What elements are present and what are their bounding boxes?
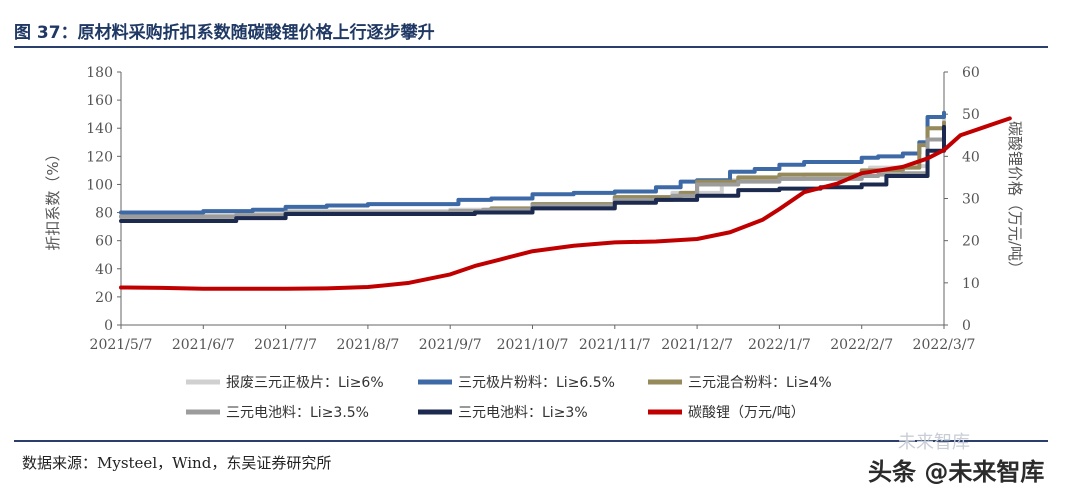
series-line-6	[119, 116, 1012, 291]
legend-label-5: 三元电池料：Li≥3%	[458, 405, 588, 421]
right-axis-title: 碳酸锂价格（万元/吨）	[1006, 121, 1024, 276]
chart: 0 20 40 60 80 100 120 140 160 180 0 10 20 30 40 50 60 202…	[44, 65, 1024, 421]
right-tick-label: 60	[962, 65, 980, 81]
left-tick-label: 120	[86, 149, 113, 165]
x-tick-label: 2021/12/7	[661, 337, 733, 353]
left-tick-label: 60	[95, 234, 113, 250]
legend-label-3: 三元混合粉料：Li≥4%	[688, 375, 832, 391]
legend-label-1: 报废三元正极片：Li≥6%	[226, 375, 384, 391]
figure-title: 图 37：原材料采购折扣系数随碳酸锂价格上行逐步攀升	[14, 23, 435, 43]
series-line-5	[119, 124, 946, 223]
x-tick-label: 2022/2/7	[830, 337, 893, 353]
x-tick-label: 2022/1/7	[748, 337, 811, 353]
x-tick-label: 2021/5/7	[90, 337, 153, 353]
left-tick-label: 160	[86, 93, 113, 109]
x-tick-label: 2021/10/7	[497, 337, 569, 353]
x-tick-label: 2021/9/7	[419, 337, 482, 353]
series-line-1	[119, 117, 946, 218]
left-tick-label: 140	[86, 121, 113, 137]
right-tick-label: 10	[962, 276, 980, 292]
legend-label-2: 三元极片粉料：Li≥6.5%	[458, 375, 615, 391]
x-tick-label: 2021/8/7	[336, 337, 399, 353]
footer-rule	[14, 440, 1048, 442]
right-tick-label: 50	[962, 107, 980, 123]
x-tick-label: 2021/6/7	[172, 337, 235, 353]
x-tick-label: 2022/3/7	[913, 337, 976, 353]
series-line-3	[119, 120, 946, 219]
right-tick-label: 20	[962, 234, 980, 250]
left-tick-label: 100	[86, 177, 113, 193]
right-tick-label: 0	[962, 318, 971, 334]
left-tick-label: 0	[104, 318, 113, 334]
legend-label-4: 三元电池料：Li≥3.5%	[226, 405, 369, 421]
left-tick-label: 20	[95, 290, 113, 306]
right-tick-label: 40	[962, 149, 980, 165]
watermark-large: 头条 @未来智库	[868, 458, 1045, 486]
legend-label-6: 碳酸锂（万元/吨）	[688, 405, 805, 421]
left-tick-label: 80	[95, 206, 113, 222]
title-rule	[14, 46, 1048, 48]
watermark-small: 未来智库	[898, 432, 970, 453]
left-tick-label: 40	[95, 262, 113, 278]
left-axis-title: 折扣系数（%）	[44, 146, 62, 250]
x-tick-label: 2021/11/7	[579, 337, 651, 353]
series-line-2	[119, 110, 946, 215]
right-tick-label: 30	[962, 192, 980, 208]
source-note: 数据来源：Mysteel，Wind，东吴证券研究所	[22, 454, 332, 472]
x-tick-label: 2021/7/7	[254, 337, 317, 353]
left-tick-label: 180	[86, 65, 113, 81]
